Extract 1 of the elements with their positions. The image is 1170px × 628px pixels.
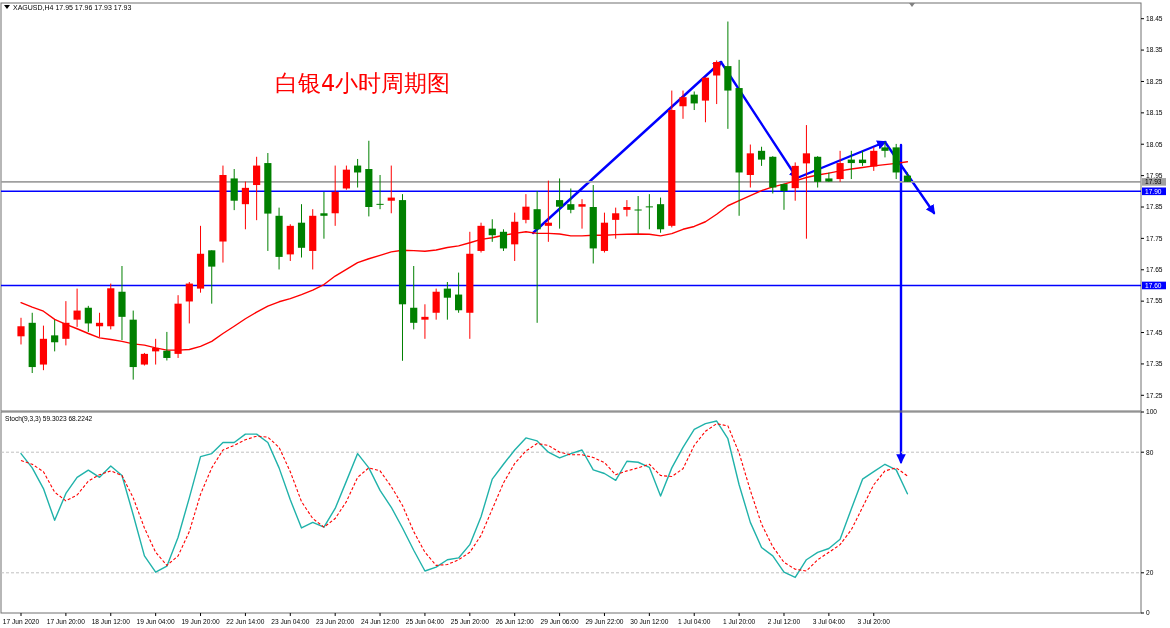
title: 白银4小时周期图 [275, 70, 451, 96]
